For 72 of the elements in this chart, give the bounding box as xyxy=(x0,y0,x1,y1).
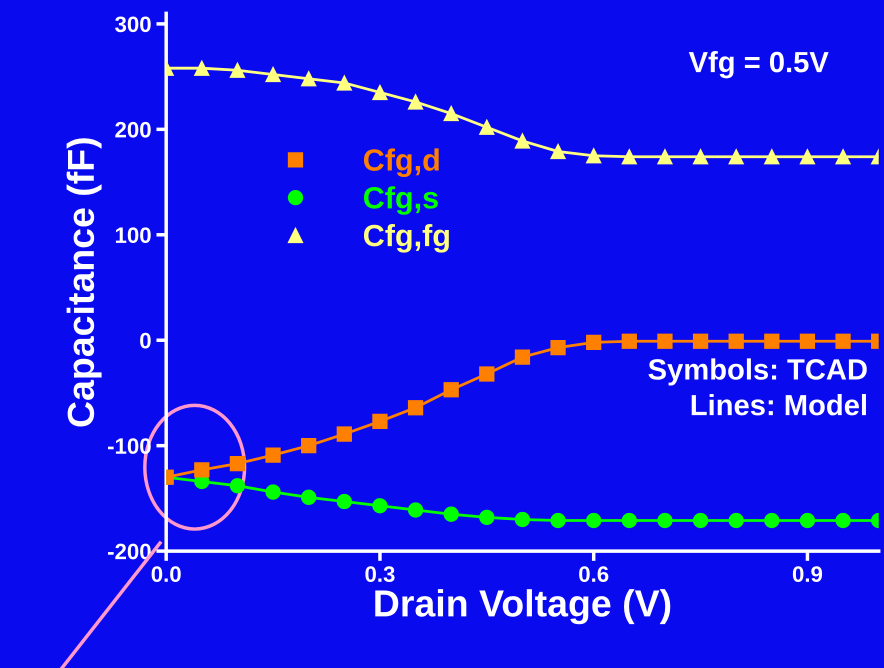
y-tick-label: 300 xyxy=(115,16,151,32)
point xyxy=(230,478,246,494)
x-axis-title: Drain Voltage (V) xyxy=(375,589,670,624)
point xyxy=(372,84,388,100)
point xyxy=(301,438,316,454)
point xyxy=(444,382,459,398)
point xyxy=(514,512,530,528)
point xyxy=(764,149,780,164)
point xyxy=(479,510,494,525)
point xyxy=(800,512,816,528)
point xyxy=(800,149,816,164)
point xyxy=(514,349,530,365)
point xyxy=(728,512,744,528)
point xyxy=(265,66,281,82)
x-tick-label: 0.3 xyxy=(365,566,395,582)
annotation: Vfg = 0.5V xyxy=(688,51,829,78)
point xyxy=(728,334,744,349)
x-tick-label: 0.6 xyxy=(579,566,608,582)
y-axis-title: Capacitance (fF) xyxy=(66,138,102,427)
point xyxy=(408,94,424,110)
point xyxy=(622,149,637,164)
y-tick-label: -200 xyxy=(108,544,151,560)
point xyxy=(336,75,352,91)
point xyxy=(586,148,602,164)
point xyxy=(265,484,281,500)
point xyxy=(550,144,566,160)
point xyxy=(301,71,316,86)
point xyxy=(692,512,708,528)
point xyxy=(230,62,246,78)
point xyxy=(728,149,744,164)
legend-label: Cfg,fg xyxy=(364,224,449,253)
point xyxy=(408,502,424,518)
point xyxy=(444,106,459,122)
point xyxy=(336,426,352,442)
y-tick-label: 0 xyxy=(140,332,151,348)
point xyxy=(764,334,780,349)
point xyxy=(301,490,316,505)
point xyxy=(657,512,673,528)
point xyxy=(479,366,494,382)
point xyxy=(372,498,388,514)
point xyxy=(835,334,851,349)
point xyxy=(194,60,210,76)
y-tick-label: 200 xyxy=(115,122,151,138)
point xyxy=(692,334,708,349)
x-tick-label: 0.0 xyxy=(152,566,181,582)
point xyxy=(657,334,673,349)
point xyxy=(230,456,246,472)
point xyxy=(692,149,708,164)
point xyxy=(800,334,816,349)
point xyxy=(194,462,210,478)
point xyxy=(586,512,602,528)
y-tick-label: 100 xyxy=(116,227,151,244)
point xyxy=(372,414,388,430)
point xyxy=(336,494,352,510)
point xyxy=(657,149,673,164)
annotation: Symbols: TCAD Lines: Model xyxy=(648,358,867,416)
point xyxy=(408,400,424,416)
point xyxy=(265,448,281,463)
point xyxy=(514,133,530,149)
point xyxy=(550,340,566,356)
point xyxy=(444,506,459,522)
x-tick-label: 0.9 xyxy=(792,566,822,582)
point xyxy=(835,512,851,528)
point xyxy=(550,512,566,528)
point xyxy=(835,149,851,164)
point xyxy=(622,334,637,349)
point xyxy=(764,512,780,528)
point xyxy=(479,120,494,135)
legend-label: Cfg,d xyxy=(364,148,439,178)
point xyxy=(622,512,637,528)
point xyxy=(586,334,602,350)
legend-label: Cfg,s xyxy=(364,186,438,215)
